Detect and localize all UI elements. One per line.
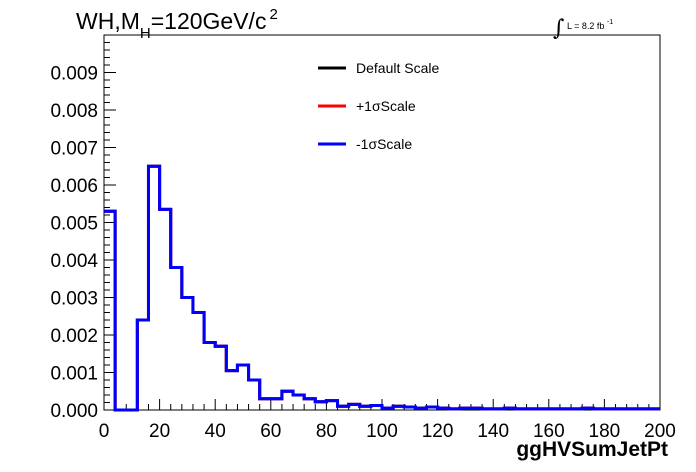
y-tick-label: 0.000	[50, 401, 98, 422]
series-line-1	[104, 164, 660, 412]
x-axis-title: ggHVSumJetPt	[516, 438, 668, 461]
lumi-text: L = 8.2 fb	[566, 21, 605, 31]
series-line-2	[104, 164, 660, 412]
y-tick-label: 0.003	[50, 289, 98, 310]
title-prefix: WH,M	[76, 8, 140, 34]
y-tick-label: 0.007	[50, 139, 98, 160]
x-tick-label: 160	[533, 421, 565, 442]
x-tick-label: 120	[422, 421, 454, 442]
y-tick-label: 0.008	[50, 101, 98, 122]
series-layer	[104, 164, 660, 412]
legend-label: Default Scale	[356, 60, 439, 76]
x-tick-label: 40	[205, 421, 226, 442]
x-tick-label: 60	[260, 421, 281, 442]
x-tick-label: 20	[149, 421, 170, 442]
title-subscript: H	[139, 25, 151, 42]
luminosity-label: ∫ L = 8.2 fb -1	[553, 10, 614, 41]
y-tick-label: 0.005	[50, 214, 98, 235]
y-tick-label: 0.009	[50, 64, 98, 85]
y-tick-label: 0.006	[50, 176, 98, 197]
lumi-exponent: -1	[606, 19, 614, 26]
legend-label: -1σScale	[356, 136, 412, 152]
title-mid: =120GeV/c	[150, 8, 267, 34]
y-tick-label: 0.001	[50, 364, 98, 385]
legend-label: +1σScale	[356, 98, 416, 114]
title-superscript: 2	[269, 6, 278, 23]
x-tick-label: 0	[99, 421, 110, 442]
x-tick-label: 200	[644, 421, 676, 442]
x-tick-label: 80	[316, 421, 337, 442]
series-line-0	[104, 164, 660, 412]
chart-title: WH,MH=120GeV/c 2	[76, 6, 278, 42]
y-tick-label: 0.002	[50, 326, 98, 347]
x-tick-label: 100	[366, 421, 398, 442]
legend: Default Scale +1σScale -1σScale	[318, 60, 439, 152]
axis-ticks: 0 20 40 60 80 100 120 140 160 180 200 0.000 0.001 0.0…	[50, 42, 676, 442]
plot-frame	[103, 34, 661, 411]
x-tick-label: 140	[477, 421, 509, 442]
x-tick-label: 180	[589, 421, 621, 442]
y-tick-label: 0.004	[50, 251, 98, 272]
integral-icon: ∫	[553, 16, 565, 41]
